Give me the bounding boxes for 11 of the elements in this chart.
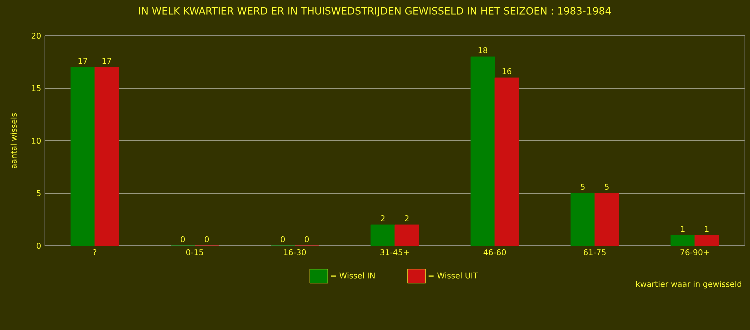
bar (494, 78, 520, 246)
bar (70, 67, 96, 246)
bar (670, 235, 696, 246)
bar (94, 67, 120, 246)
bar (570, 193, 596, 246)
bar (370, 224, 396, 246)
bar (594, 193, 620, 246)
bar (694, 235, 720, 246)
chart-title: IN WELK KWARTIER WERD ER IN THUISWEDSTRIJDEN GEWISSELD IN HET SEIZOEN : 1983-1984 (139, 7, 612, 17)
bar (470, 56, 496, 246)
bar (394, 224, 420, 246)
